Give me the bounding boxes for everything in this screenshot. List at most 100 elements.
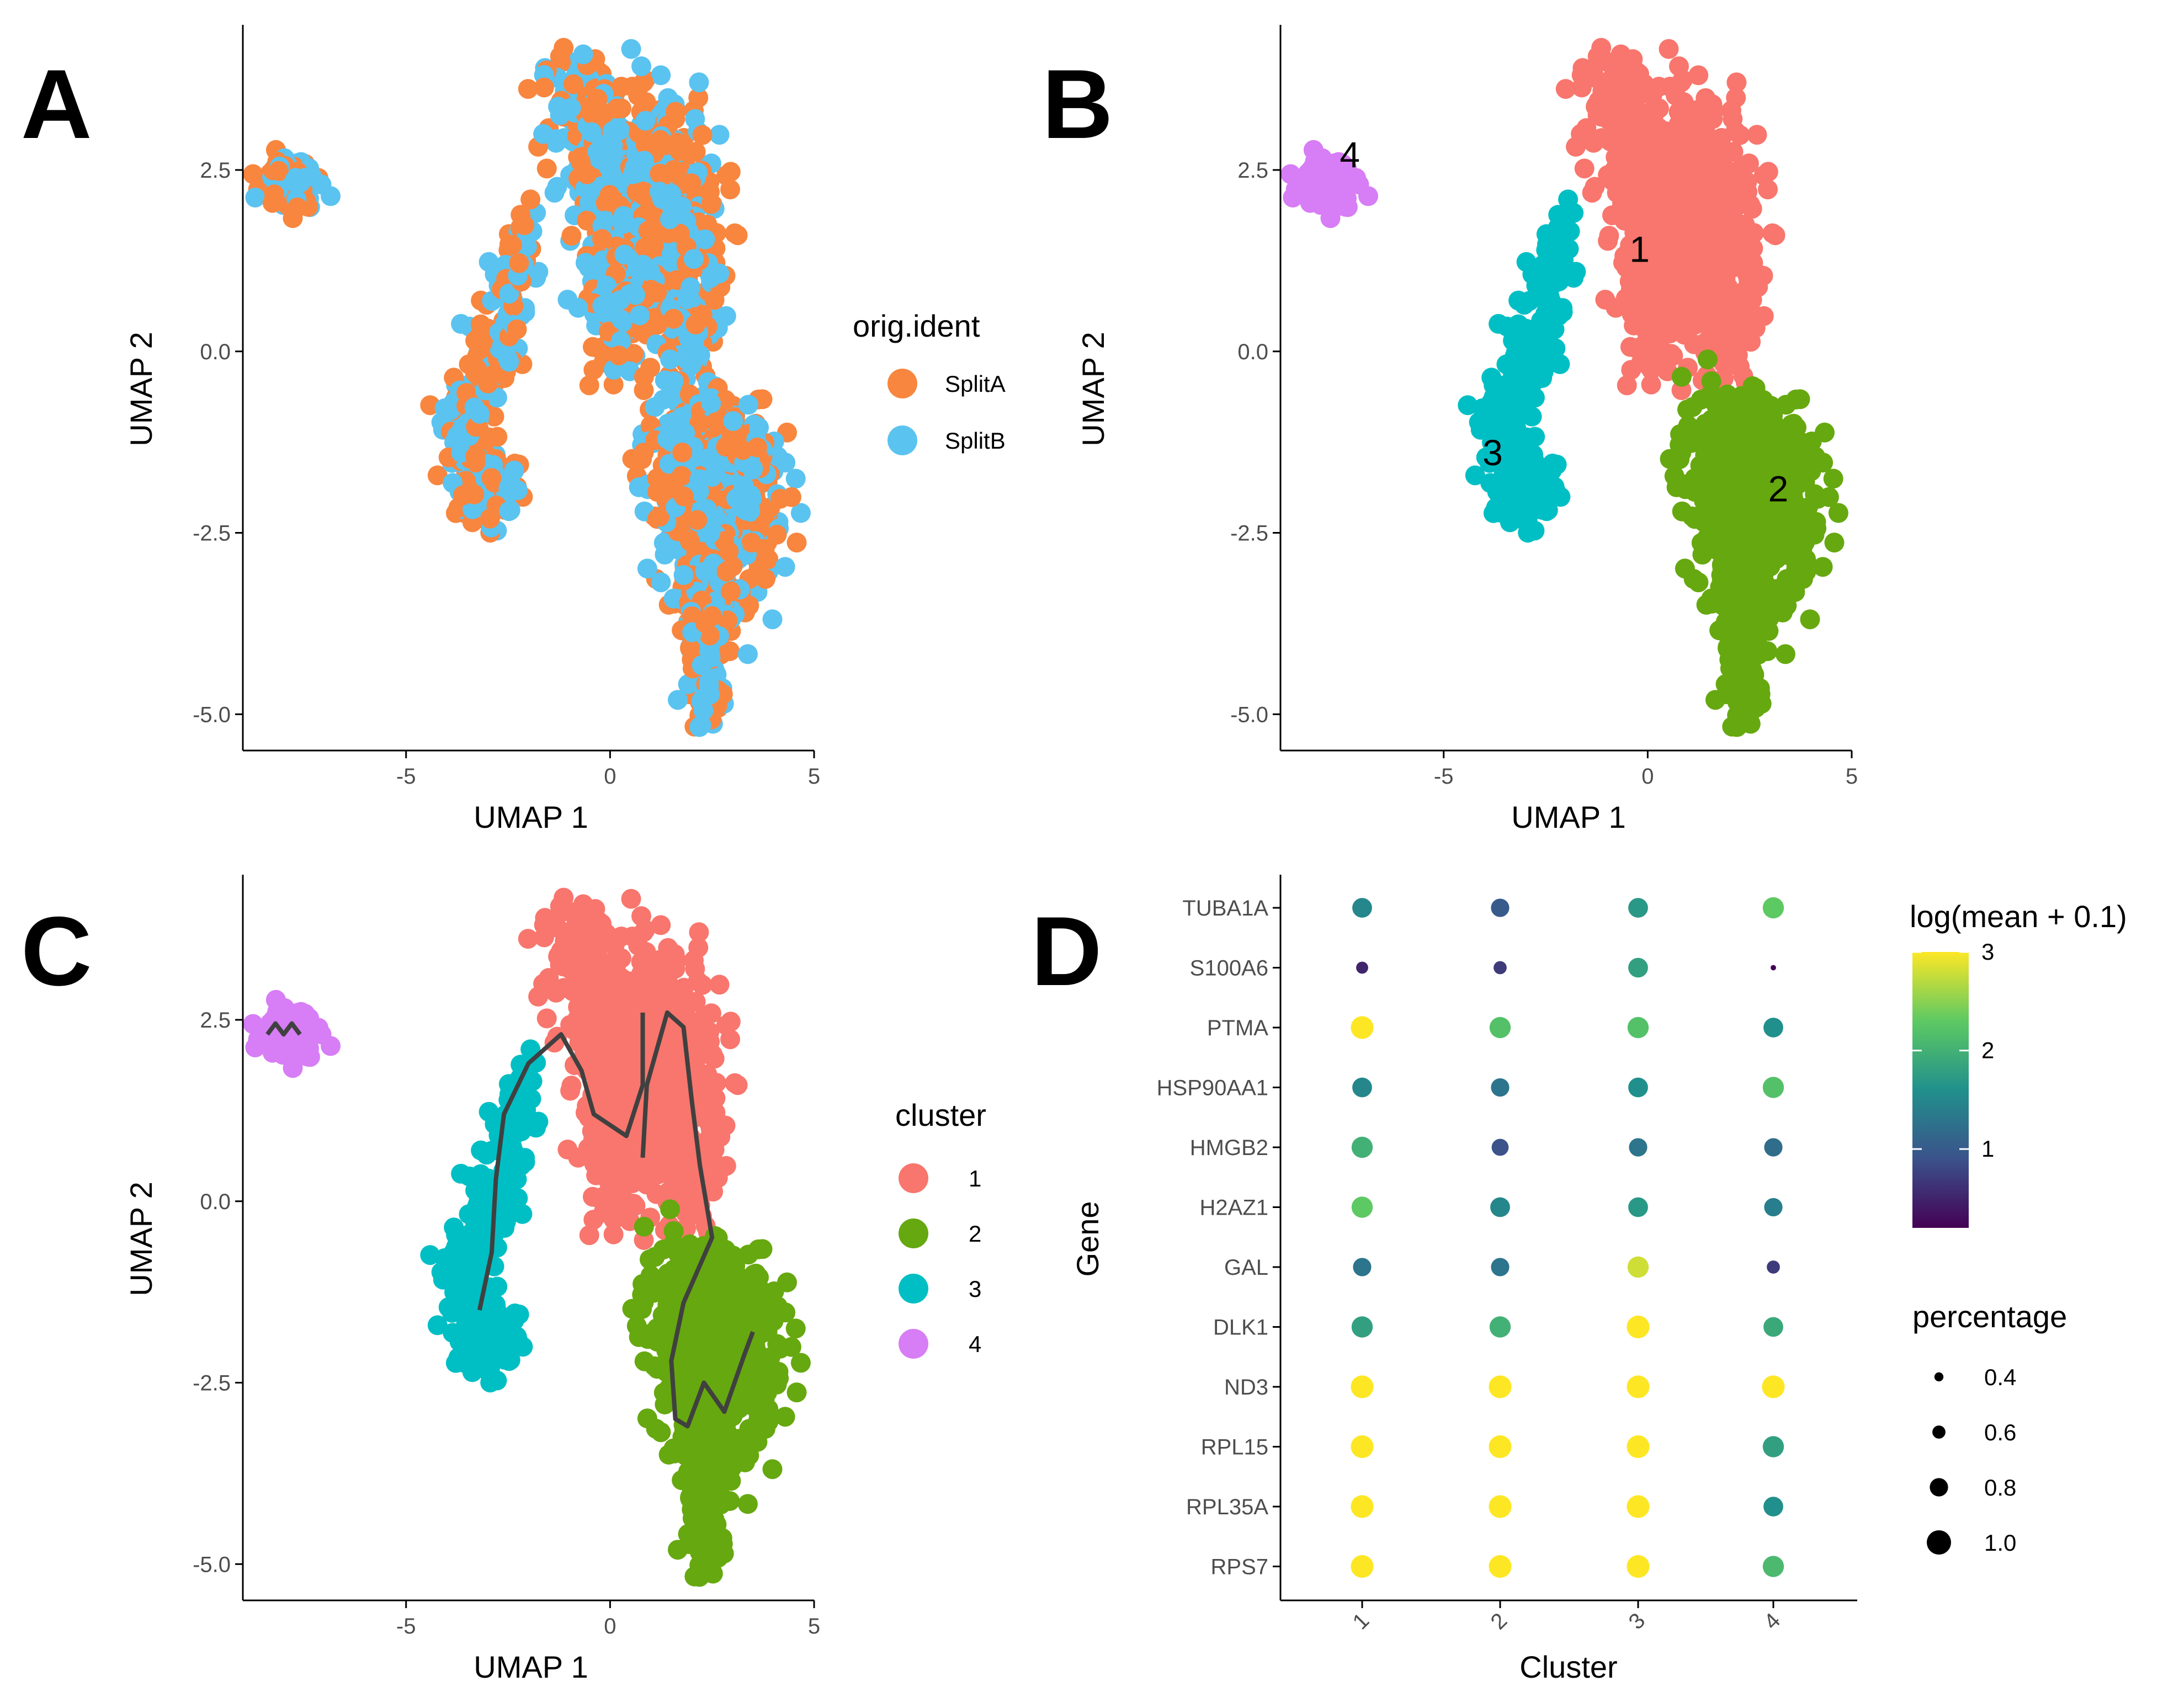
panel-b-point [1754, 561, 1774, 582]
panel-b-x-tick-label: 5 [1846, 764, 1858, 789]
panel-a-x-tick-label: 0 [604, 764, 616, 789]
panel-a-point [533, 124, 554, 144]
panel-c-point [602, 971, 623, 991]
panel-a-point [502, 235, 522, 255]
panel-b-point [1765, 225, 1785, 246]
panel-b-point [1544, 319, 1565, 339]
panel-a-point [664, 412, 684, 432]
panel-b-point [1731, 700, 1751, 721]
panel-a-point [625, 285, 645, 305]
panel-a-point [685, 142, 706, 162]
panel-a-point [579, 375, 599, 396]
panel-a-point [653, 533, 674, 553]
panel-a-point [738, 395, 758, 415]
panel-b-point [1519, 468, 1539, 488]
panel-c-point [533, 973, 554, 994]
panel-b-point [1714, 289, 1735, 310]
panel-c-point [631, 906, 651, 927]
panel-a-point [659, 454, 679, 474]
panel-b-point [1711, 486, 1731, 507]
panel-a-point [472, 332, 493, 353]
panel-c-point [720, 1029, 740, 1050]
panel-a-point [700, 523, 720, 544]
panel-a-point [790, 503, 811, 523]
panel-b-point [1729, 655, 1750, 675]
panel-c-point [561, 948, 581, 968]
panel-b-point [1678, 261, 1698, 281]
panel-a-point [534, 77, 554, 98]
panel-b-point [1676, 221, 1696, 241]
panel-a-point [699, 676, 719, 696]
panel-a-point [716, 561, 737, 582]
panel-b-cluster-label-4: 4 [1340, 135, 1360, 175]
panel-b-x-tick-label: 0 [1641, 764, 1654, 789]
panel-a-point [660, 349, 680, 370]
panel-a-point [663, 308, 684, 329]
panel-letter-d: D [1031, 896, 1102, 1006]
panel-a-point [602, 121, 623, 141]
panel-b-point [1688, 572, 1709, 593]
panel-b-point [1813, 557, 1833, 577]
panel-a-point [673, 486, 694, 507]
panel-b-point [1688, 130, 1708, 150]
panel-b-point [1761, 411, 1781, 431]
panel-a-point [687, 510, 708, 530]
panel-b-xlabel: UMAP 1 [1511, 800, 1625, 834]
panel-a-point [563, 74, 583, 94]
panel-b-point [1740, 606, 1760, 626]
panel-a-point [453, 485, 474, 506]
panel-b-point [1598, 98, 1619, 118]
panel-a-point [561, 98, 581, 118]
panel-b-point [1536, 478, 1556, 499]
panel-c-point [663, 1158, 684, 1179]
panel-a-point [243, 164, 263, 184]
panel-b-point [1669, 56, 1689, 77]
panel-a-point [245, 188, 265, 207]
panel-a-point [635, 110, 656, 131]
panel-a-point [667, 132, 687, 153]
panel-letter-c: C [21, 896, 92, 1006]
panel-a-y-tick-label: 2.5 [200, 158, 231, 183]
panel-b-point [1672, 237, 1693, 258]
panel-c-point [727, 1075, 748, 1095]
panel-a-point [677, 289, 697, 310]
panel-a-point [650, 130, 671, 150]
panel-b-point [1703, 102, 1723, 122]
panel-a-point [573, 44, 593, 65]
panel-a-point [689, 413, 709, 433]
panel-b-point [1758, 581, 1778, 602]
panel-a-point [517, 236, 537, 257]
panel-b-point [1582, 183, 1602, 203]
panel-a-point [693, 700, 714, 721]
panel-b-point [1660, 164, 1681, 184]
panel-a-point [786, 533, 807, 553]
panel-b-point [1727, 717, 1747, 737]
panel-c-point [554, 887, 574, 908]
panel-c-point [609, 1195, 629, 1216]
panel-a-point [720, 179, 740, 200]
panel-b-point [1546, 253, 1567, 273]
panel-a-point [603, 374, 624, 395]
panel-a-point [758, 549, 779, 570]
panel-a-x-tick-label: -5 [396, 764, 416, 789]
panel-a-point [701, 194, 721, 214]
panel-a-point [641, 280, 661, 300]
panel-a-point [507, 319, 527, 339]
panel-a-point [285, 169, 305, 190]
panel-b-point [1701, 308, 1721, 329]
panel-a-x-tick-label: 5 [808, 764, 820, 789]
panel-a-point [651, 65, 671, 86]
panel-c-point [701, 1044, 721, 1064]
panel-a-point [624, 344, 644, 364]
panel-a-point [647, 315, 667, 335]
panel-b-point [1632, 103, 1652, 123]
panel-c-point [666, 951, 685, 972]
panel-a-point [683, 342, 703, 363]
panel-a-point [785, 469, 806, 489]
panel-b-point [1725, 510, 1745, 530]
panel-b-point [1652, 244, 1672, 265]
panel-a-point [518, 79, 538, 99]
panel-c-point [695, 1079, 715, 1099]
panel-b-point [1503, 446, 1523, 466]
panel-b-point [1601, 74, 1621, 94]
